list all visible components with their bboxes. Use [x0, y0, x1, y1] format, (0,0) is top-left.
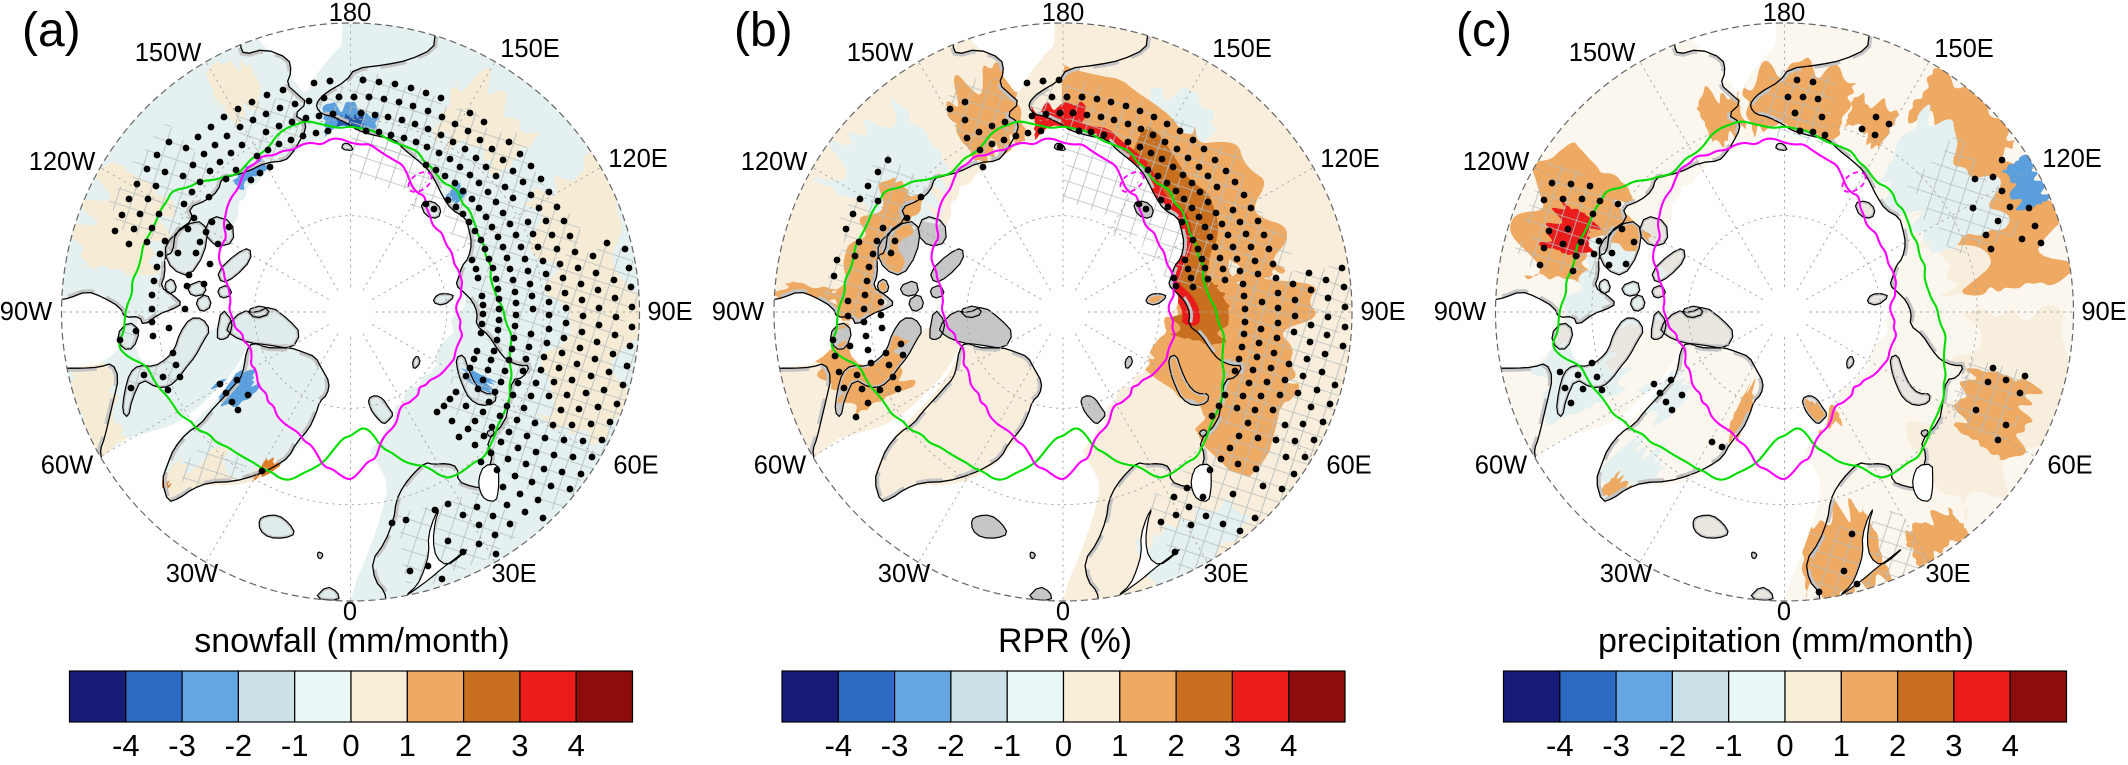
svg-text:-2: -2: [1659, 728, 1687, 763]
svg-text:90E: 90E: [2081, 298, 2126, 326]
svg-text:60W: 60W: [754, 452, 806, 480]
svg-text:-3: -3: [881, 728, 909, 763]
svg-text:120E: 120E: [1320, 145, 1380, 173]
svg-text:0: 0: [1777, 598, 1791, 626]
svg-text:30W: 30W: [166, 560, 218, 588]
svg-text:-4: -4: [825, 728, 853, 763]
svg-text:0: 0: [1056, 598, 1070, 626]
svg-text:3: 3: [1224, 728, 1241, 763]
svg-text:30E: 30E: [1203, 560, 1248, 588]
svg-text:60E: 60E: [2047, 452, 2092, 480]
svg-text:150W: 150W: [847, 39, 914, 67]
svg-text:90E: 90E: [1360, 298, 1405, 326]
svg-text:120W: 120W: [29, 148, 96, 176]
svg-text:60E: 60E: [1326, 452, 1371, 480]
svg-text:90W: 90W: [712, 298, 764, 326]
svg-text:90W: 90W: [1434, 298, 1486, 326]
svg-text:30E: 30E: [1925, 560, 1970, 588]
svg-text:2: 2: [1167, 728, 1184, 763]
svg-text:-2: -2: [225, 728, 253, 763]
svg-text:RPR (%): RPR (%): [998, 622, 1132, 660]
svg-text:30W: 30W: [878, 560, 930, 588]
svg-text:0: 0: [342, 728, 359, 763]
svg-text:4: 4: [568, 728, 585, 763]
svg-text:(a): (a): [22, 4, 81, 57]
svg-text:90E: 90E: [647, 298, 692, 326]
svg-text:30W: 30W: [1600, 560, 1652, 588]
svg-text:150E: 150E: [500, 35, 560, 63]
svg-text:150E: 150E: [1934, 35, 1994, 63]
svg-text:1: 1: [399, 728, 416, 763]
svg-text:precipitation (mm/month): precipitation (mm/month): [1598, 622, 1974, 660]
svg-text:120W: 120W: [741, 148, 808, 176]
svg-text:120E: 120E: [2042, 145, 2102, 173]
svg-text:2: 2: [455, 728, 472, 763]
svg-text:150E: 150E: [1212, 35, 1272, 63]
svg-text:60E: 60E: [613, 452, 658, 480]
svg-text:4: 4: [2002, 728, 2019, 763]
svg-text:3: 3: [511, 728, 528, 763]
svg-text:1: 1: [1833, 728, 1850, 763]
svg-text:150W: 150W: [135, 39, 202, 67]
svg-text:180: 180: [1763, 0, 1806, 27]
svg-text:-4: -4: [1546, 728, 1574, 763]
svg-text:2: 2: [1889, 728, 1906, 763]
svg-text:-4: -4: [112, 728, 140, 763]
svg-text:0: 0: [1776, 728, 1793, 763]
svg-text:-3: -3: [1602, 728, 1630, 763]
svg-text:(b): (b): [734, 4, 793, 57]
svg-text:120E: 120E: [608, 145, 668, 173]
svg-text:120W: 120W: [1463, 148, 1530, 176]
svg-text:-2: -2: [937, 728, 965, 763]
svg-text:(c): (c): [1456, 4, 1512, 57]
svg-text:3: 3: [1945, 728, 1962, 763]
svg-text:180: 180: [329, 0, 372, 27]
svg-text:4: 4: [1280, 728, 1297, 763]
svg-text:-1: -1: [993, 728, 1021, 763]
svg-text:-3: -3: [168, 728, 196, 763]
svg-text:0: 0: [343, 598, 357, 626]
svg-text:60W: 60W: [41, 452, 93, 480]
svg-text:snowfall (mm/month): snowfall (mm/month): [194, 622, 510, 660]
svg-text:1: 1: [1111, 728, 1128, 763]
svg-text:30E: 30E: [491, 560, 536, 588]
svg-text:0: 0: [1055, 728, 1072, 763]
svg-text:90W: 90W: [0, 298, 52, 326]
svg-text:-1: -1: [281, 728, 309, 763]
svg-text:180: 180: [1042, 0, 1085, 27]
svg-text:150W: 150W: [1569, 39, 1636, 67]
svg-text:-1: -1: [1715, 728, 1743, 763]
svg-text:60W: 60W: [1475, 452, 1527, 480]
